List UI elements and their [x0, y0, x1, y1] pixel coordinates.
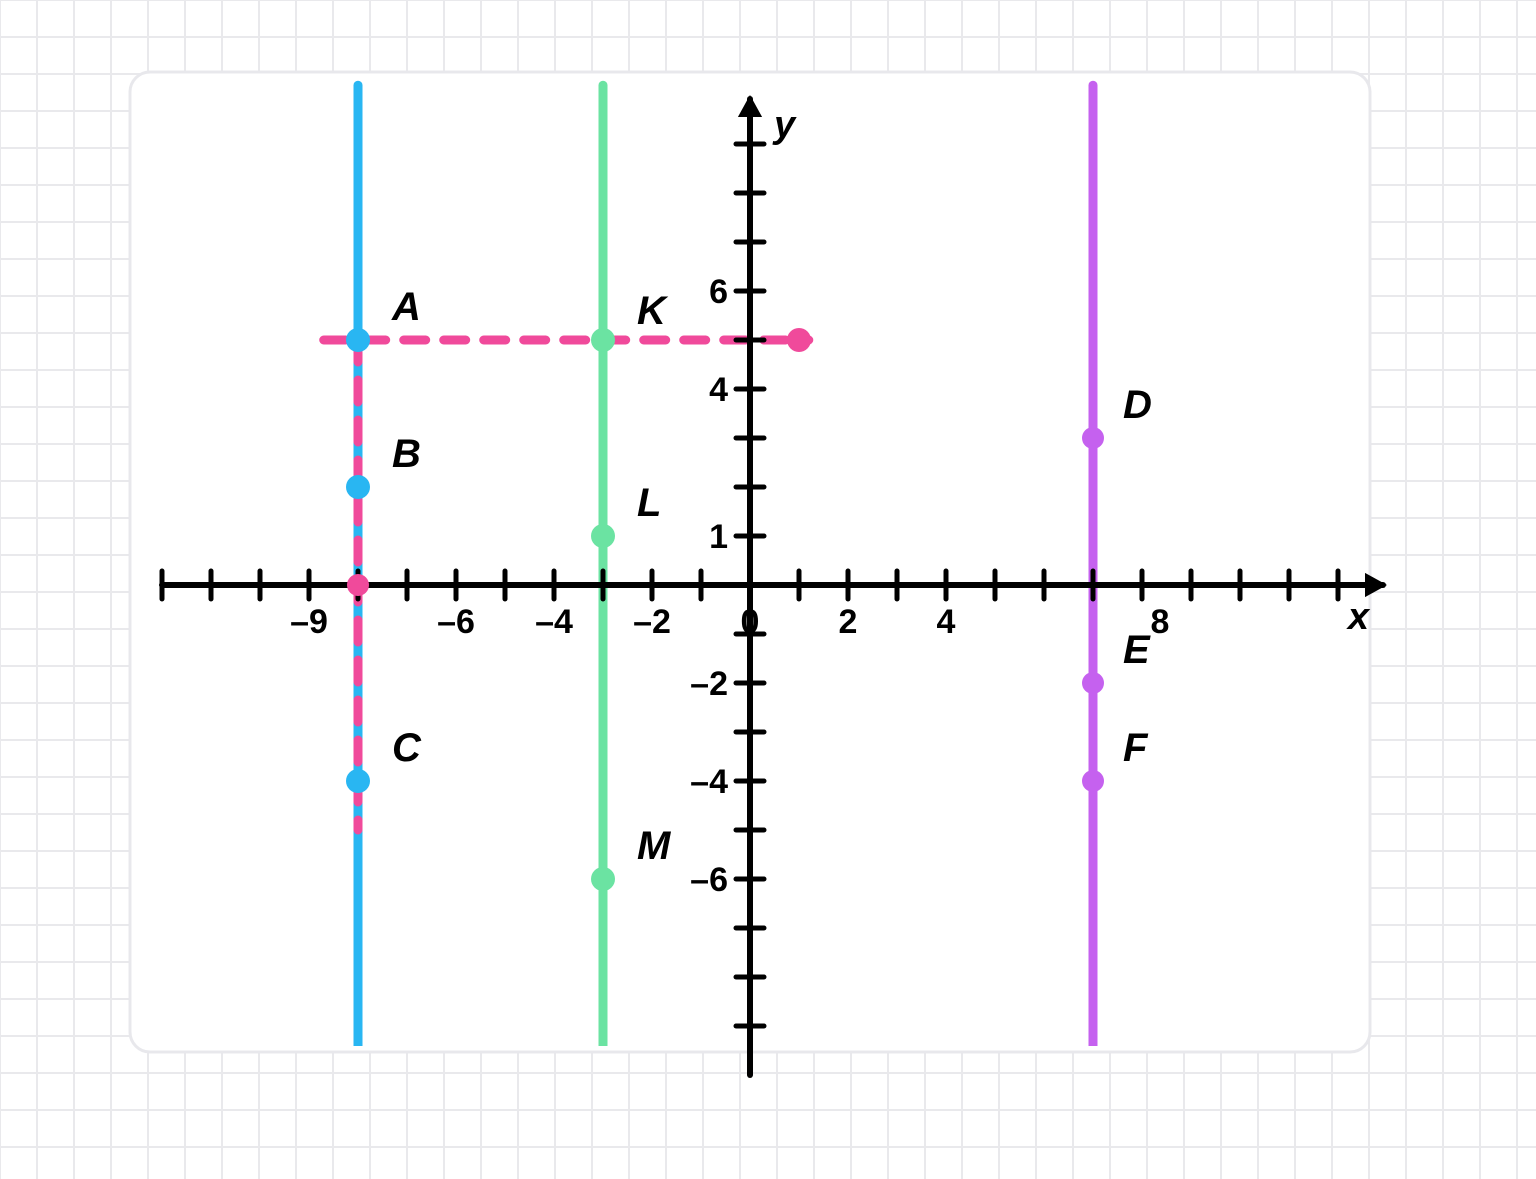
x-tick-label: 4	[937, 603, 956, 641]
point-label-F: F	[1123, 726, 1149, 770]
point-label-C: C	[392, 726, 422, 770]
point-label-L: L	[637, 481, 661, 525]
point-M	[591, 867, 615, 891]
point-label-B: B	[392, 432, 421, 476]
x-tick-label: 8	[1151, 603, 1170, 641]
point-label-K: K	[637, 289, 669, 333]
x-axis-label: x	[1346, 596, 1371, 638]
y-tick-label: 1	[709, 518, 728, 556]
y-tick-label: 4	[709, 371, 728, 409]
point-L	[591, 524, 615, 548]
y-tick-label: –2	[690, 665, 728, 703]
stage: –9 –6 –4 –2 0 2 4 8 6 4 1 –2 –4 –6 x y A B C K L M D E F	[0, 0, 1536, 1179]
point-label-E: E	[1123, 628, 1151, 672]
y-axis-label: y	[772, 104, 797, 146]
x-tick-label: –4	[535, 603, 573, 641]
x-tick-label: –2	[633, 603, 671, 641]
x-tick-label: –6	[437, 603, 475, 641]
x-tick-label: –9	[290, 603, 328, 641]
point-label-A: A	[391, 285, 421, 329]
point-E	[1082, 672, 1104, 694]
point-D	[1082, 427, 1104, 449]
marker-point	[347, 574, 369, 596]
point-label-D: D	[1123, 383, 1152, 427]
point-F	[1082, 770, 1104, 792]
point-A	[346, 328, 370, 352]
y-tick-label: –6	[690, 861, 728, 899]
point-label-M: M	[637, 824, 672, 868]
marker-point	[787, 328, 811, 352]
point-C	[346, 769, 370, 793]
x-axis-arrow-icon	[1365, 573, 1387, 597]
y-tick-label: 6	[709, 273, 728, 311]
point-B	[346, 475, 370, 499]
x-tick-label: 2	[839, 603, 858, 641]
point-K	[591, 328, 615, 352]
x-tick-label: 0	[741, 603, 760, 641]
y-tick-label: –4	[690, 763, 728, 801]
coordinate-plane: –9 –6 –4 –2 0 2 4 8 6 4 1 –2 –4 –6 x y A B C K L M D E F	[0, 0, 1536, 1179]
